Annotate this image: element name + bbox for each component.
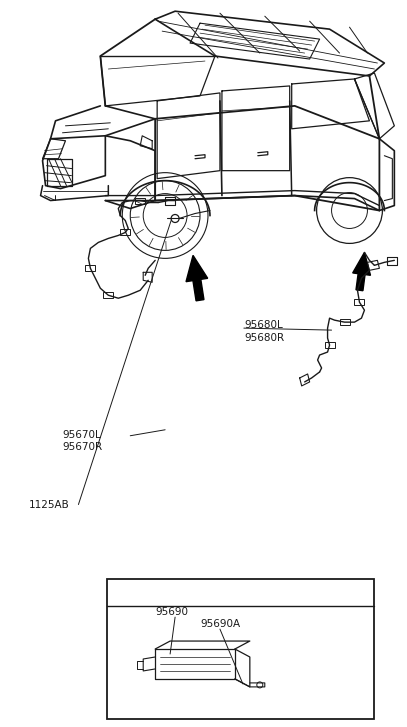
Bar	[354, 300, 364, 305]
FancyArrow shape	[186, 255, 208, 301]
Bar	[339, 319, 350, 325]
Bar	[120, 230, 130, 236]
Bar	[325, 342, 335, 348]
Text: 95680L
95680R: 95680L 95680R	[245, 320, 285, 342]
Bar	[107, 579, 374, 719]
Bar	[103, 292, 113, 298]
Text: 95690A: 95690A	[200, 619, 240, 629]
Text: 95690: 95690	[155, 607, 188, 617]
Text: 95670L
95670R: 95670L 95670R	[63, 430, 103, 452]
FancyArrow shape	[353, 252, 370, 291]
Text: 1125AB: 1125AB	[28, 499, 69, 510]
Bar	[85, 265, 95, 271]
Bar	[135, 198, 145, 204]
